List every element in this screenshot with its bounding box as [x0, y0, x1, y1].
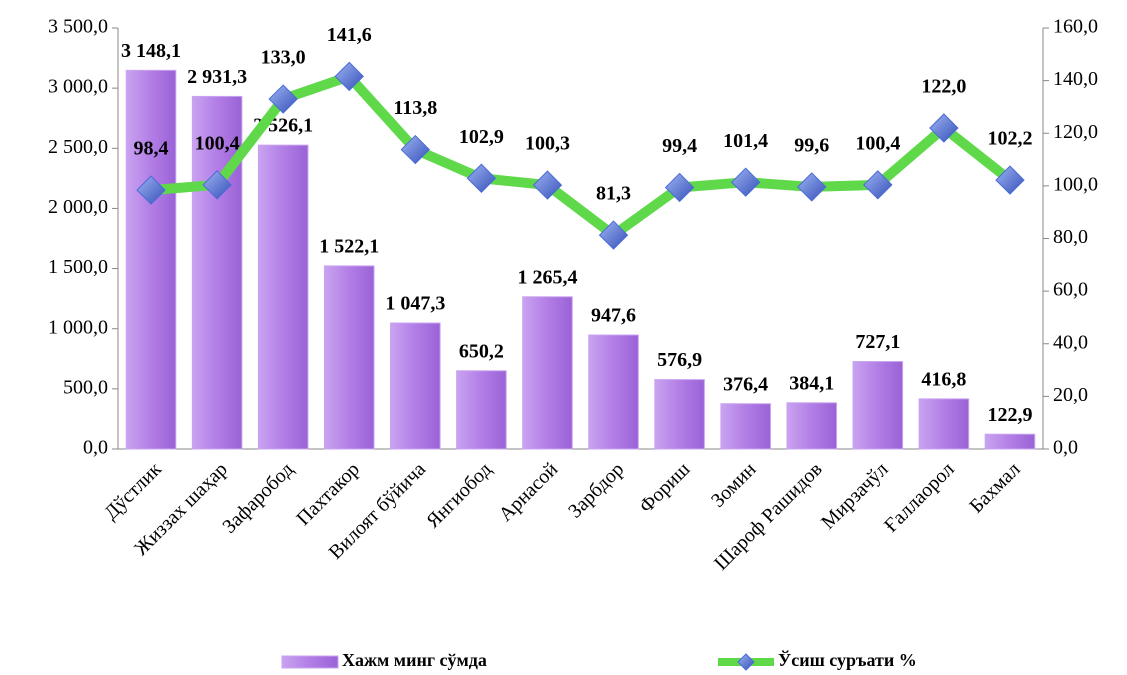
bar [720, 403, 771, 450]
bar-label: 1 265,4 [517, 266, 577, 288]
marker [532, 170, 563, 200]
y2-tick-label: 80,0 [1053, 226, 1088, 248]
bar-label: 727,1 [855, 331, 900, 353]
legend-label: Хажм минг сўмда [342, 650, 487, 670]
line-label: 133,0 [261, 47, 306, 69]
line-label: 98,4 [134, 138, 169, 160]
x-tick-label: Бахмал [965, 458, 1024, 517]
x-tick-label: Зарбдор [564, 458, 628, 522]
marker [598, 220, 629, 250]
y-tick-label: 1 000,0 [48, 316, 108, 338]
bar [257, 144, 309, 450]
line-label: 101,4 [723, 130, 768, 152]
bar [786, 402, 838, 450]
line-label: 99,6 [794, 135, 829, 157]
bar [323, 265, 375, 450]
bar [918, 398, 970, 450]
marker [863, 170, 893, 200]
y2-tick-label: 100,0 [1053, 173, 1098, 195]
line-label: 99,4 [662, 135, 697, 157]
y2-tick-label: 140,0 [1053, 68, 1098, 90]
x-tick-label: Зафаробод [218, 458, 298, 538]
y2-tick-label: 40,0 [1053, 331, 1088, 353]
legend-marker [737, 653, 755, 671]
bar-label: 1 047,3 [385, 293, 445, 315]
marker [797, 172, 827, 202]
bar [852, 361, 904, 450]
y-tick-label: 3 000,0 [48, 76, 108, 98]
marker [995, 165, 1025, 195]
y-tick-label: 500,0 [63, 376, 108, 398]
bar [654, 379, 705, 450]
bar-label: 3 148,1 [121, 40, 181, 62]
bar-label: 416,8 [921, 368, 966, 390]
bar [984, 433, 1036, 450]
bar [191, 95, 243, 450]
bar [456, 370, 507, 450]
bar [125, 69, 177, 450]
bar [390, 322, 441, 450]
line-label: 102,9 [459, 126, 504, 148]
bar [588, 334, 639, 450]
legend-swatch [281, 655, 339, 669]
x-tick-label: Арнасой [495, 458, 563, 526]
y-tick-label: 2 000,0 [48, 196, 108, 218]
x-tick-label: Дўстлик [100, 458, 166, 524]
y2-tick-label: 160,0 [1053, 16, 1098, 38]
bar [522, 296, 573, 450]
marker [400, 134, 431, 165]
marker [268, 84, 298, 114]
line-label: 100,4 [195, 132, 240, 154]
y2-tick-label: 120,0 [1053, 121, 1098, 143]
marker [730, 167, 761, 197]
line-label: 122,0 [921, 76, 966, 98]
bar-label: 947,6 [591, 305, 636, 327]
y-tick-label: 1 500,0 [48, 256, 108, 278]
bar-label: 122,9 [987, 404, 1032, 426]
marker [202, 170, 232, 200]
bar-label: 650,2 [459, 340, 504, 362]
y-tick-label: 2 500,0 [48, 136, 108, 158]
y-tick-label: 0,0 [83, 437, 108, 459]
line-label: 113,8 [393, 97, 437, 119]
x-tick-label: Ғаллаорол [880, 458, 959, 537]
y2-tick-label: 60,0 [1053, 279, 1088, 301]
line-label: 81,3 [596, 183, 631, 205]
marker [466, 163, 497, 193]
legend-label: Ўсиш суръати % [778, 649, 917, 670]
bar-label: 2 931,3 [187, 66, 247, 88]
bar-label: 384,1 [789, 372, 834, 394]
marker [136, 175, 166, 205]
y2-tick-label: 0,0 [1053, 437, 1078, 459]
marker [664, 172, 695, 203]
x-tick-label: Зомин [707, 458, 761, 512]
y2-tick-label: 20,0 [1053, 384, 1088, 406]
bar-label: 376,4 [723, 373, 768, 395]
y-tick-label: 3 500,0 [48, 16, 108, 38]
x-tick-label: Янгиобод [422, 458, 496, 532]
line-label: 141,6 [327, 24, 372, 46]
line-label: 100,4 [855, 132, 900, 154]
bar-label: 576,9 [657, 349, 702, 371]
bar-label: 1 522,1 [319, 236, 379, 258]
marker [334, 61, 364, 92]
x-tick-label: Фориш [635, 458, 695, 518]
line-label: 100,3 [525, 133, 570, 155]
marker [929, 113, 959, 143]
line-label: 102,2 [987, 128, 1032, 150]
